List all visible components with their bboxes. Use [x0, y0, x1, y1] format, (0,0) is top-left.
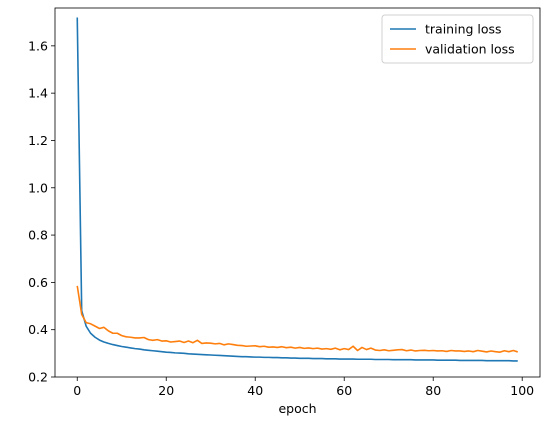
x-tick-label: 40	[247, 383, 263, 398]
y-axis: 0.2 0.4 0.6 0.8 1.0 1.2 1.4 1.6	[28, 38, 55, 385]
series-line-training-loss	[76, 17, 518, 362]
legend-label: validation loss	[425, 42, 515, 57]
y-tick-label: 1.0	[28, 180, 48, 195]
series-line-validation-loss	[76, 285, 518, 353]
x-tick-label: 0	[73, 383, 81, 398]
y-tick-label: 0.2	[28, 370, 48, 385]
y-tick-label: 0.8	[28, 228, 48, 243]
legend: training loss validation loss	[381, 14, 534, 64]
y-tick-label: 1.4	[28, 86, 48, 101]
x-tick-label: 60	[336, 383, 352, 398]
legend-box	[381, 14, 534, 64]
y-tick-label: 1.6	[28, 38, 48, 53]
x-tick-label: 100	[510, 383, 534, 398]
plot-lines	[76, 17, 518, 362]
plot-frame	[54, 7, 541, 378]
y-tick-label: 0.6	[28, 275, 48, 290]
x-tick-label: 80	[425, 383, 441, 398]
x-axis-label: epoch	[278, 401, 316, 416]
y-tick-label: 1.2	[28, 133, 48, 148]
x-tick-label: 20	[158, 383, 174, 398]
legend-label: training loss	[425, 22, 502, 37]
y-tick-label: 0.4	[28, 322, 48, 337]
x-axis: 0 20 40 60 80 100	[73, 377, 534, 398]
